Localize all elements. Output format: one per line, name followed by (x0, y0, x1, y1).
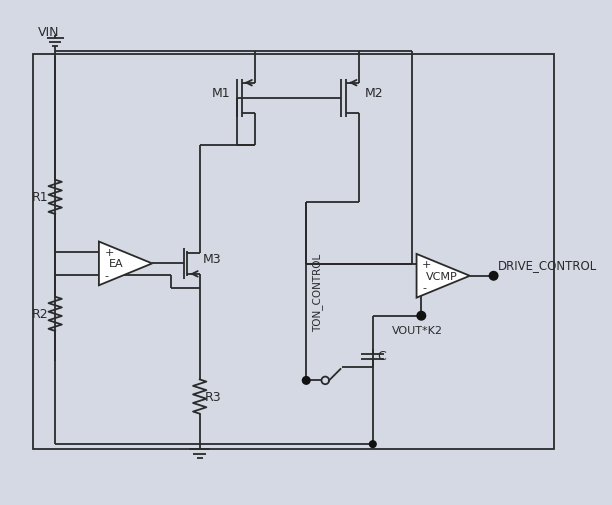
Text: +: + (422, 260, 431, 270)
Text: DRIVE_CONTROL: DRIVE_CONTROL (498, 259, 597, 271)
Text: VIN: VIN (38, 26, 59, 39)
Circle shape (302, 377, 310, 384)
Text: VCMP: VCMP (426, 271, 458, 281)
Circle shape (417, 312, 425, 320)
Text: EA: EA (108, 259, 123, 269)
Text: R1: R1 (31, 191, 48, 204)
Text: VOUT*K2: VOUT*K2 (392, 325, 443, 335)
Text: -: - (105, 270, 108, 280)
Circle shape (490, 272, 498, 280)
Text: TON_CONTROL: TON_CONTROL (312, 254, 323, 331)
Polygon shape (417, 255, 470, 298)
Polygon shape (99, 242, 152, 286)
Text: -: - (422, 283, 427, 292)
Circle shape (321, 377, 329, 384)
Text: C: C (378, 349, 386, 363)
Text: M1: M1 (212, 86, 231, 99)
Text: M3: M3 (203, 252, 221, 266)
Text: M2: M2 (364, 86, 383, 99)
Text: R3: R3 (204, 390, 221, 403)
Text: R2: R2 (31, 308, 48, 321)
Circle shape (370, 441, 376, 447)
Text: +: + (105, 247, 114, 258)
Bar (33, 55, 554, 449)
